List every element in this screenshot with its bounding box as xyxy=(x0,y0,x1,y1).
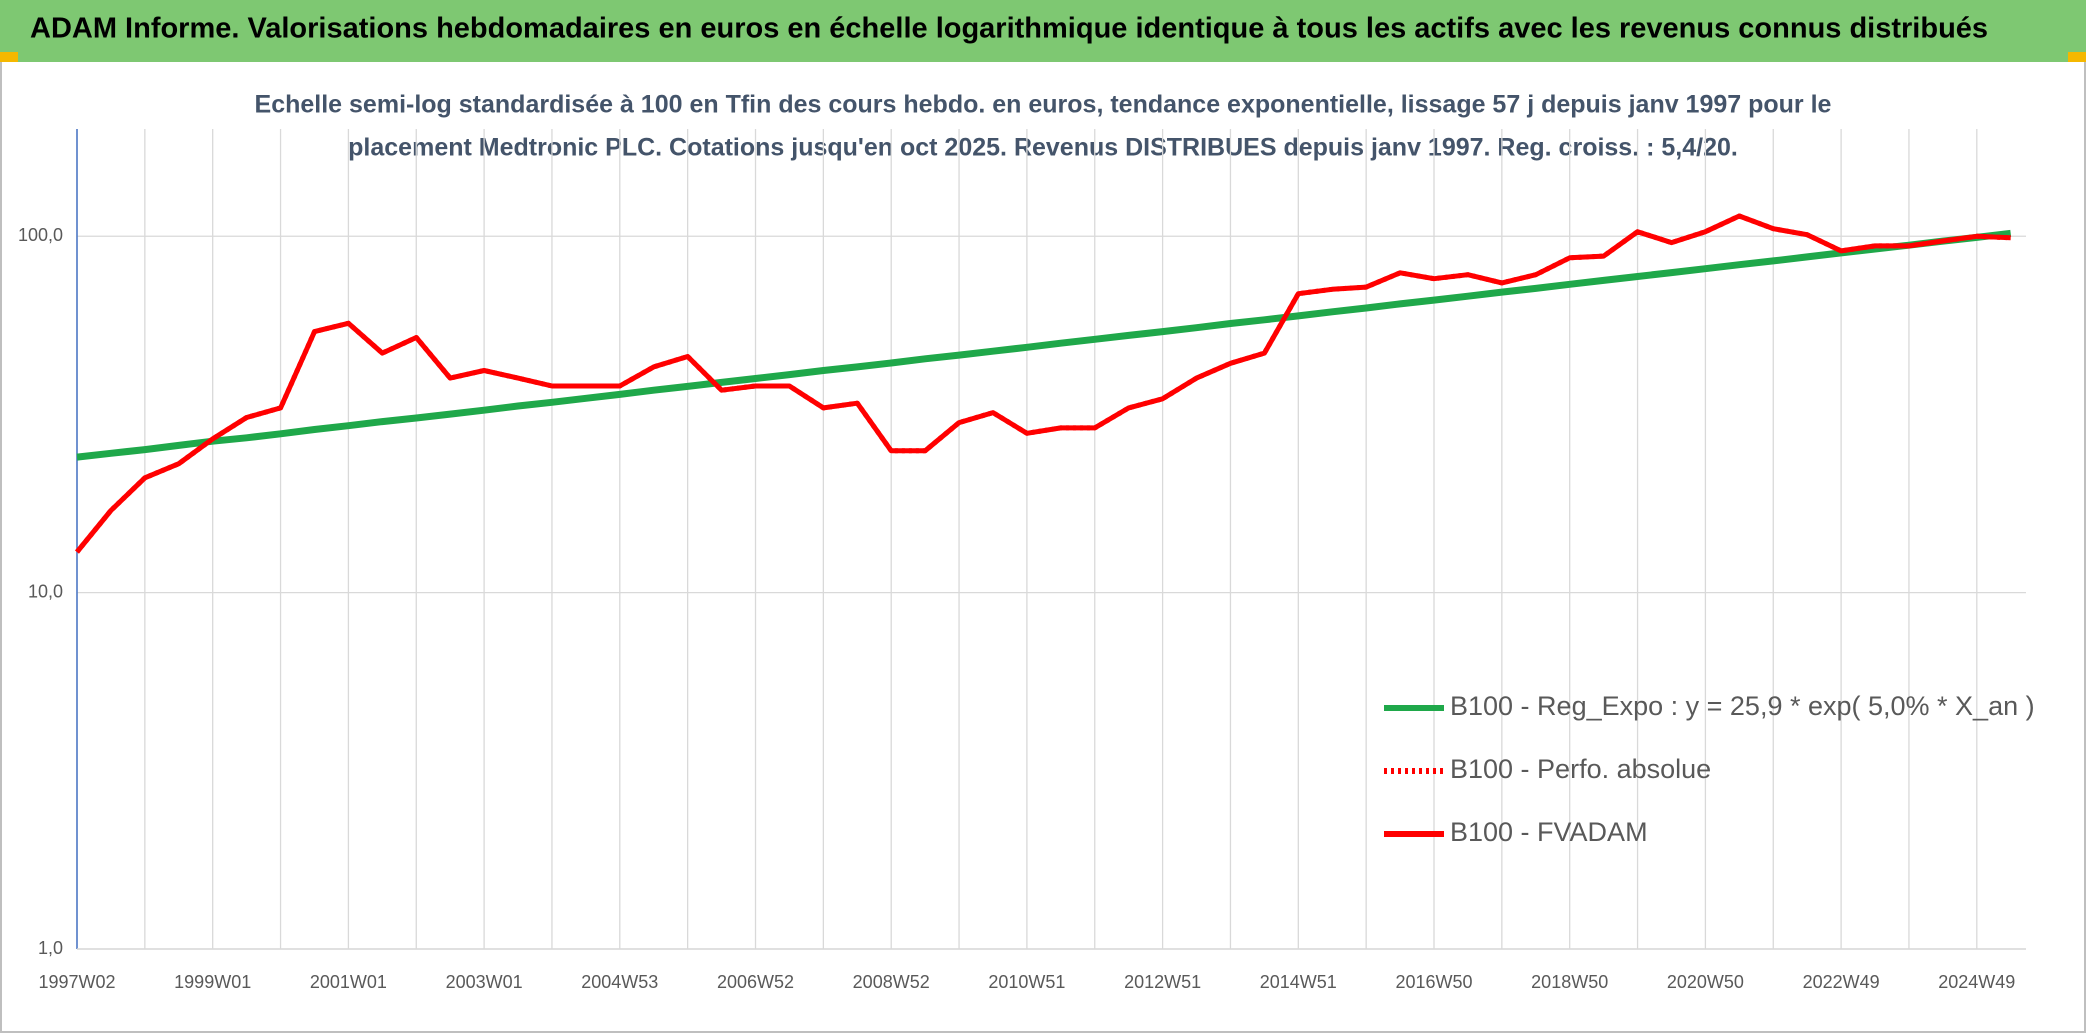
corner xyxy=(2068,52,2086,62)
x-tick-label: 2008W52 xyxy=(853,972,930,992)
x-tick-label: 2020W50 xyxy=(1667,972,1744,992)
x-tick-label: 2012W51 xyxy=(1124,972,1201,992)
title-bar xyxy=(0,0,2086,62)
x-tick-label: 2024W49 xyxy=(1938,972,2015,992)
x-tick-label: 1997W02 xyxy=(38,972,115,992)
corner xyxy=(0,52,18,62)
x-tick-label: 2003W01 xyxy=(446,972,523,992)
legend-label: B100 - FVADAM xyxy=(1450,817,1648,847)
x-tick-label: 2022W49 xyxy=(1803,972,1880,992)
y-tick-label: 10,0 xyxy=(28,581,63,601)
x-tick-label: 2006W52 xyxy=(717,972,794,992)
series-line xyxy=(76,229,2012,461)
y-tick-label: 100,0 xyxy=(18,225,63,245)
chart-subtitle: Echelle semi-log standardisée à 100 en T… xyxy=(255,91,1832,119)
x-tick-label: 2010W51 xyxy=(988,972,1065,992)
x-tick-label: 2018W50 xyxy=(1531,972,1608,992)
x-tick-label: 2014W51 xyxy=(1260,972,1337,992)
x-tick-label: 1999W01 xyxy=(174,972,251,992)
chart-subtitle: placement Medtronic PLC. Cotations jusqu… xyxy=(348,134,1738,162)
x-tick-label: 2004W53 xyxy=(581,972,658,992)
legend-label: B100 - Reg_Expo : y = 25,9 * exp( 5,0% *… xyxy=(1450,691,2035,721)
x-tick-label: 2016W50 xyxy=(1395,972,1472,992)
chart-title: ADAM Informe. Valorisations hebdomadaire… xyxy=(30,13,1988,45)
legend-label: B100 - Perfo. absolue xyxy=(1450,754,1711,784)
x-tick-label: 2001W01 xyxy=(310,972,387,992)
series-line xyxy=(75,213,2011,554)
y-tick-label: 1,0 xyxy=(38,938,63,958)
